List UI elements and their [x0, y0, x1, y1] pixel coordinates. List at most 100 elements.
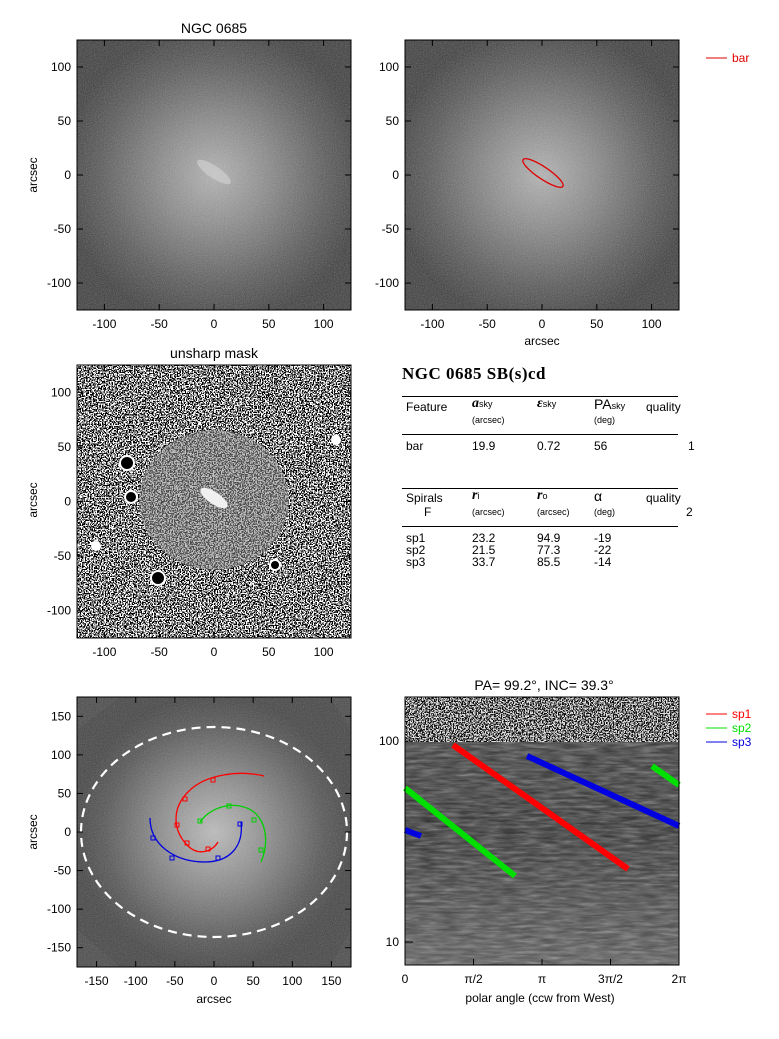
- legend-sp1-label: sp1: [732, 707, 752, 721]
- x-tick-label: 50: [262, 317, 276, 331]
- y-tick-label: -50: [54, 864, 72, 878]
- x-tick-label: -50: [151, 317, 169, 331]
- esky-header: εsky: [537, 396, 557, 411]
- y-tick-label: 100: [379, 60, 399, 74]
- y-tick-label: -100: [47, 276, 71, 290]
- polar-sp3-a: [525, 753, 681, 829]
- legend-sp3-label: sp3: [732, 735, 752, 749]
- spiral-sp1: [175, 772, 265, 853]
- spiral-row-ro: 85.5: [537, 555, 561, 569]
- table-rule: [402, 396, 678, 397]
- legend-bar-label: bar: [732, 51, 749, 65]
- asky-header: asky (arcsec): [472, 396, 505, 425]
- x-tick-label: 2π: [672, 972, 687, 986]
- y-tick-label: 10: [386, 935, 400, 949]
- mask-star: [124, 490, 138, 504]
- polar-sp1: [451, 742, 630, 872]
- bar-ellipse: [522, 158, 564, 188]
- spiral-row-alpha: -14: [594, 555, 612, 569]
- y-tick-label: 100: [51, 385, 71, 399]
- panel-unsharp-mask: unsharp mask arcsec -100 -50 0 50 100 100 50 0 -…: [26, 345, 352, 659]
- x-tick-label: 3π/2: [598, 972, 623, 986]
- x-tick-label: 100: [642, 317, 662, 331]
- spiral-sp3: [149, 817, 242, 863]
- spiral-sp2: [199, 804, 267, 863]
- galaxy-bar: [197, 159, 231, 185]
- mask-star: [269, 559, 281, 571]
- polar-sp2-b: [650, 763, 681, 788]
- x-tick-label: -100: [92, 317, 116, 331]
- legend-sp2-label: sp2: [732, 721, 752, 735]
- panel-image: NGC 0685 arcsec -100 -50 0 50 100 100 50 0 -50 -1…: [26, 20, 352, 331]
- spiral-row-name: sp1: [406, 531, 426, 545]
- spiral-row-ri: 23.2: [472, 531, 496, 545]
- panel2-xlabel: arcsec: [524, 334, 559, 348]
- x-tick-label: 100: [314, 317, 334, 331]
- ri-header: ri (arcsec): [472, 488, 505, 517]
- alpha-header: α (deg): [594, 488, 616, 517]
- x-tick-label: 0: [539, 317, 546, 331]
- y-tick-label: -50: [382, 222, 400, 236]
- panel-bar-fit: arcsec bar -100 -50 0 50 100 100 50 0 -50 -100: [375, 39, 749, 348]
- ro-header: ro (arcsec): [537, 488, 570, 517]
- y-tick-label: 50: [58, 114, 72, 128]
- x-tick-label: π/2: [464, 972, 483, 986]
- y-tick-label: -100: [47, 902, 71, 916]
- mask-bar: [200, 487, 228, 509]
- bar-row-e: 0.72: [537, 439, 561, 453]
- bar-row-name: bar: [406, 439, 424, 453]
- x-tick-label: 0: [402, 972, 409, 986]
- y-tick-label: -150: [47, 941, 71, 955]
- x-tick-label: -150: [85, 974, 109, 988]
- x-tick-label: -50: [166, 974, 184, 988]
- spiral-row-ro: 77.3: [537, 543, 561, 557]
- y-tick-label: -50: [54, 222, 72, 236]
- panel-spiral-overlay: arcsec arcsec -150 -100 -50 0 50 100 150 150 100…: [26, 696, 352, 1006]
- panel-polar-plot: PA= 99.2°, INC= 39.3° polar angle (ccw f…: [379, 677, 752, 1005]
- x-tick-label: -100: [124, 974, 148, 988]
- x-tick-label: -100: [92, 645, 116, 659]
- mask-star: [91, 541, 101, 551]
- y-tick-label: 50: [386, 114, 400, 128]
- bar-row-quality: 1: [688, 439, 695, 453]
- x-tick-label: 0: [211, 645, 218, 659]
- spiral-row-ri: 33.7: [472, 555, 496, 569]
- y-tick-label: 100: [51, 748, 71, 762]
- pasky-header: PAsky (deg): [594, 396, 626, 425]
- feature-header: Feature: [406, 400, 448, 414]
- spiral-row-name: sp2: [406, 543, 426, 557]
- quality-header: quality 2: [646, 491, 693, 519]
- panel1-title: NGC 0685: [181, 20, 247, 36]
- y-tick-label: -50: [54, 549, 72, 563]
- polar-sp3-b: [403, 827, 423, 839]
- image-noise: [405, 40, 679, 310]
- table-rule: [402, 434, 678, 435]
- quality-header: quality: [646, 400, 681, 414]
- polar-noise-top: [405, 697, 679, 742]
- polar-sp2-a: [403, 785, 517, 879]
- panel5-ylabel: arcsec: [26, 814, 40, 849]
- spirals-header: Spirals F: [406, 491, 443, 519]
- x-tick-label: 50: [262, 645, 276, 659]
- y-tick-label: 100: [379, 734, 399, 748]
- y-tick-label: 0: [64, 168, 71, 182]
- x-tick-label: 50: [590, 317, 604, 331]
- y-tick-label: 100: [51, 60, 71, 74]
- panel5-xlabel: arcsec: [196, 992, 231, 1006]
- panel6-xlabel: polar angle (ccw from West): [465, 991, 614, 1005]
- image-noise: [77, 697, 351, 967]
- panel3-ylabel: arcsec: [26, 482, 40, 517]
- y-tick-label: 0: [64, 825, 71, 839]
- y-tick-label: 0: [64, 495, 71, 509]
- bar-row-pa: 56: [594, 439, 608, 453]
- spiral-row-name: sp3: [406, 555, 426, 569]
- y-tick-label: 50: [58, 440, 72, 454]
- y-tick-label: 150: [51, 709, 71, 723]
- x-tick-label: 0: [211, 974, 218, 988]
- x-tick-label: 100: [282, 974, 302, 988]
- spiral-row-alpha: -19: [594, 531, 612, 545]
- table-rule: [402, 526, 678, 527]
- x-tick-label: -50: [151, 645, 169, 659]
- bar-row-a: 19.9: [472, 439, 496, 453]
